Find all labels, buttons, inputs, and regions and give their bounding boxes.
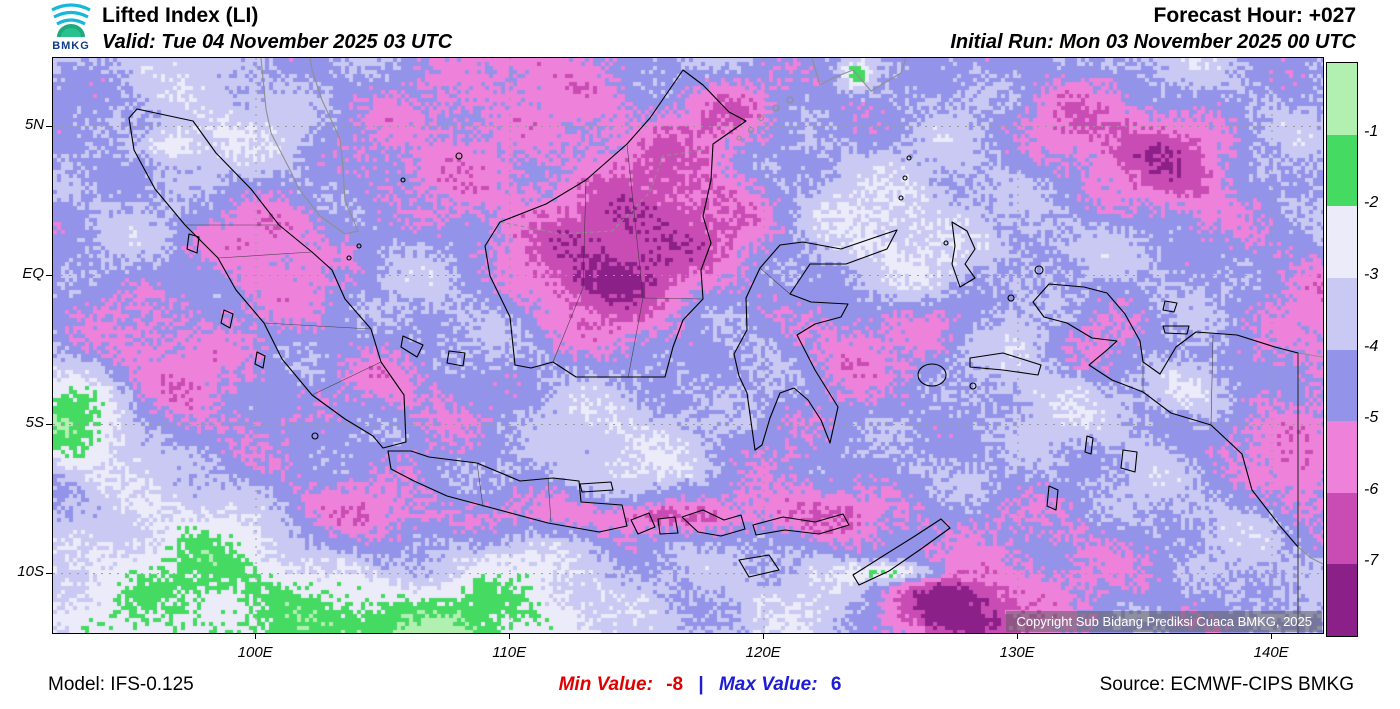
model-label: Model: IFS-0.125 (48, 674, 194, 695)
colorbar-block-7 (1327, 564, 1357, 636)
coastline-misool (1007, 294, 1015, 302)
lon-label-110E: 110E (492, 644, 527, 661)
coastline-nias (186, 233, 200, 254)
coastline-natuna (455, 152, 463, 160)
minmax-values: Min Value: -8 | Max Value: 6 (0, 674, 1400, 696)
coastline-lombok (657, 516, 679, 535)
lon-tick (509, 633, 511, 639)
coastline-waigeo (1034, 265, 1044, 275)
coastline-siberut (220, 309, 234, 329)
coastline-sangihe-1 (898, 195, 904, 201)
coastline-enggano (311, 432, 319, 440)
initial-run-label: Initial Run: Mon 03 November 2025 00 UTC (950, 31, 1356, 53)
map-area: Copyright Sub Bidang Prediksi Cuaca BMKG… (52, 57, 1324, 634)
lat-label-5S: 5S (25, 413, 44, 431)
coastline-bali (630, 512, 656, 535)
source-label: Source: ECMWF-CIPS BMKG (1099, 674, 1354, 695)
coastline-tanimbar (1046, 485, 1059, 511)
coastline-java (387, 450, 628, 533)
colorbar-label--2: -2 (1364, 194, 1379, 212)
valid-time-label: Valid: Tue 04 November 2025 03 UTC (102, 31, 453, 53)
lat-label-EQ: EQ (22, 264, 44, 282)
bmkg-logo-text: BMKG (52, 40, 90, 52)
colorbar-block-4 (1327, 349, 1357, 422)
lat-label-5N: 5N (24, 115, 44, 133)
colorbar-label--3: -3 (1364, 265, 1379, 283)
colorbar-block-6 (1327, 492, 1357, 565)
colorbar-label--1: -1 (1364, 122, 1379, 140)
coastline-buru (917, 363, 947, 387)
coastline-kei (1084, 435, 1094, 455)
coastline-riau-1 (346, 255, 352, 261)
colorbar-label--7: -7 (1364, 552, 1379, 570)
coastline-biak (1162, 300, 1178, 313)
lat-tick (46, 274, 52, 276)
colorbar-label--4: -4 (1364, 337, 1379, 355)
lon-tick (1271, 633, 1273, 639)
coastline-sulawesi (733, 229, 898, 451)
coastline-sumatra (128, 108, 407, 449)
colorbar-label--6: -6 (1364, 480, 1379, 498)
colorbar-block-0 (1327, 63, 1357, 135)
coastline-belitung (446, 350, 466, 367)
province-borders (185, 143, 1214, 523)
copyright-overlay: Copyright Sub Bidang Prediksi Cuaca BMKG… (1006, 611, 1322, 632)
gridlines (53, 58, 1323, 633)
coastline-sumbawa (681, 509, 746, 537)
lon-label-140E: 140E (1253, 644, 1289, 661)
min-value-label: Min Value: (558, 674, 653, 695)
coastline-ambon (969, 382, 977, 390)
coastline-anambas (400, 177, 406, 183)
foreign-coastlines (260, 58, 1323, 565)
coastline-borneo (484, 69, 747, 378)
colorbar-block-1 (1327, 134, 1357, 207)
min-value: -8 (666, 674, 684, 695)
bmkg-logo-graphic (51, 3, 91, 37)
lon-label-120E: 120E (745, 644, 781, 661)
page-title: Lifted Index (LI) (102, 4, 259, 27)
lon-label-100E: 100E (237, 644, 273, 661)
colorbar-block-3 (1327, 277, 1357, 350)
coastline-pagai (254, 351, 266, 369)
coastline-sangihe-3 (906, 155, 912, 161)
coastline-halmahera (951, 221, 976, 288)
colorbar-block-5 (1327, 421, 1357, 493)
colorbar-label--5: -5 (1364, 409, 1379, 427)
coastline-bangka (400, 335, 424, 358)
lon-tick (1017, 633, 1019, 639)
coastline-papua (1032, 283, 1299, 548)
lon-label-130E: 130E (999, 644, 1035, 661)
lon-tick (763, 633, 765, 639)
indonesia-coastlines (128, 69, 1299, 586)
coastline-seram (969, 352, 1042, 376)
coastline-ternate (943, 240, 949, 246)
colorbar (1326, 62, 1358, 637)
coastline-aru (1120, 449, 1138, 473)
lat-tick (46, 572, 52, 574)
coastline-yapen (1162, 325, 1190, 335)
max-value-label: Max Value: (718, 674, 818, 695)
map-overlay (53, 58, 1323, 633)
lat-tick (46, 423, 52, 425)
colorbar-block-2 (1327, 206, 1357, 278)
lat-tick (46, 125, 52, 127)
coastline-sumba (738, 554, 780, 578)
forecast-hour-label: Forecast Hour: +027 (1153, 4, 1357, 27)
bmkg-logo: BMKG (44, 2, 98, 52)
lon-tick (255, 633, 257, 639)
coastline-timor (852, 518, 951, 586)
coastline-madura (579, 481, 614, 493)
max-value: 6 (830, 674, 842, 695)
coastline-sangihe-2 (902, 175, 908, 181)
minmax-divider: | (698, 674, 704, 695)
coastline-flores (752, 513, 850, 536)
lat-label-10S: 10S (17, 562, 44, 580)
coastline-riau-2 (356, 243, 362, 249)
